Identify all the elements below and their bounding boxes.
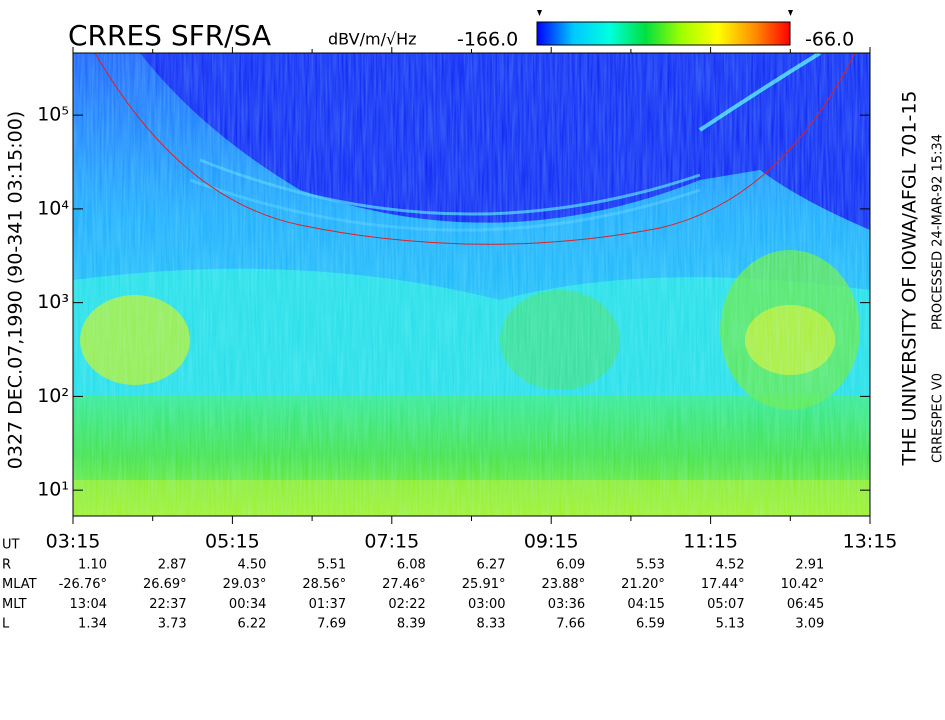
ephemeris-value: 6.09 (556, 558, 585, 573)
ephemeris-value: 25.91° (462, 577, 506, 592)
ephemeris-value: -26.76° (59, 577, 107, 592)
ephemeris-value: 1.34 (78, 617, 107, 632)
ephemeris-label: R (2, 558, 11, 573)
ephemeris-value: 6.08 (397, 558, 426, 573)
ephemeris-value: 4.50 (237, 558, 266, 573)
x-tick-label: 05:15 (205, 531, 260, 553)
colorbar-min-label: -166.0 (457, 29, 518, 51)
ephemeris-value: 26.69° (143, 577, 187, 592)
ephemeris-value: 3.09 (795, 617, 824, 632)
y-tick-label: 10⁵ (37, 104, 69, 126)
x-tick-label: 11:15 (683, 531, 738, 553)
ephemeris-value: 3.73 (158, 617, 187, 632)
ephemeris-value: 06:45 (787, 597, 824, 612)
ephemeris-value: 8.33 (477, 617, 506, 632)
ephemeris-value: 05:07 (707, 597, 744, 612)
ephemeris-value: 21.20° (621, 577, 665, 592)
ephemeris-label: L (2, 617, 10, 632)
version-label: CRRESPEC V0 (931, 373, 945, 463)
x-tick-label: 13:15 (843, 531, 898, 553)
ephemeris-value: 6.59 (636, 617, 665, 632)
ephemeris-value: 01:37 (309, 597, 346, 612)
ephemeris-label: MLT (2, 597, 27, 612)
ephemeris-value: 13:04 (70, 597, 107, 612)
ephemeris-value: 6.22 (237, 617, 266, 632)
ephemeris-value: 03:00 (468, 597, 505, 612)
y-tick-label: 10² (37, 385, 69, 407)
y-tick-label: 10⁴ (37, 197, 69, 219)
x-tick-label: 09:15 (524, 531, 579, 553)
ephemeris-value: 5.51 (317, 558, 346, 573)
x-tick-label: 07:15 (364, 531, 419, 553)
ephemeris-value: 04:15 (627, 597, 664, 612)
ephemeris-value: 28.56° (302, 577, 346, 592)
x-axis-label: UT (2, 538, 20, 553)
colorbar-unit: dBV/m/√Hz (328, 30, 417, 49)
ephemeris-value: 7.69 (317, 617, 346, 632)
ephemeris-value: 1.10 (78, 558, 107, 573)
ephemeris-label: MLAT (2, 577, 37, 592)
ephemeris-value: 29.03° (223, 577, 267, 592)
ephemeris-value: 6.27 (477, 558, 506, 573)
ephemeris-value: 2.87 (158, 558, 187, 573)
x-tick-label: 03:15 (46, 531, 101, 553)
ephemeris-value: 7.66 (556, 617, 585, 632)
colorbar-max-label: -66.0 (805, 29, 854, 51)
ephemeris-value: 10.42° (781, 577, 825, 592)
ephemeris-value: 8.39 (397, 617, 426, 632)
ephemeris-value: 03:36 (548, 597, 585, 612)
y-tick-label: 10³ (37, 291, 69, 313)
y-axis-label: 0327 DEC.07,1990 (90-341 03:15:00) (5, 111, 27, 469)
right-label: THE UNIVERSITY OF IOWA/AFGL 701-15 (899, 91, 921, 467)
spectrogram-image (73, 53, 870, 516)
colorbar (536, 21, 791, 46)
ephemeris-value: 5.13 (716, 617, 745, 632)
ephemeris-value: 4.52 (716, 558, 745, 573)
ephemeris-value: 2.91 (795, 558, 824, 573)
y-tick-label: 10¹ (37, 479, 69, 501)
chart-title: CRRES SFR/SA (68, 19, 271, 52)
ephemeris-value: 23.88° (541, 577, 585, 592)
ephemeris-value: 22:37 (149, 597, 186, 612)
processed-label: PROCESSED 24-MAR-92 15:34 (931, 134, 945, 330)
ephemeris-value: 00:34 (229, 597, 266, 612)
ephemeris-value: 02:22 (388, 597, 425, 612)
ephemeris-value: 5.53 (636, 558, 665, 573)
colorbar-marker (537, 10, 793, 16)
ephemeris-value: 17.44° (701, 577, 745, 592)
ephemeris-value: 27.46° (382, 577, 426, 592)
